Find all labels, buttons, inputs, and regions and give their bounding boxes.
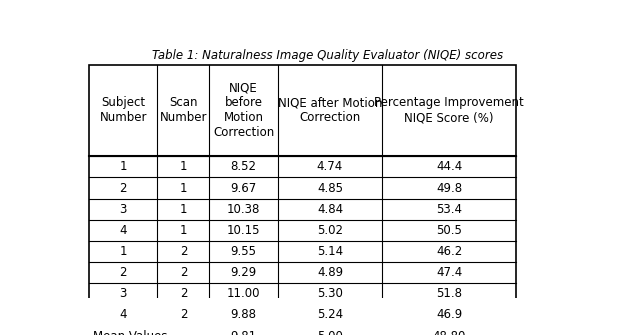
Text: Scan
Number: Scan Number [159, 96, 207, 125]
Text: 47.4: 47.4 [436, 266, 462, 279]
Text: 49.8: 49.8 [436, 182, 462, 195]
Text: 4.74: 4.74 [317, 160, 343, 173]
Text: 53.4: 53.4 [436, 203, 462, 216]
Text: Subject
Number: Subject Number [99, 96, 147, 125]
Text: 4.85: 4.85 [317, 182, 343, 195]
Text: 5.02: 5.02 [317, 224, 343, 237]
Text: 44.4: 44.4 [436, 160, 462, 173]
Text: 1: 1 [180, 203, 187, 216]
Text: 1: 1 [120, 160, 127, 173]
Text: 3: 3 [120, 203, 127, 216]
Text: 4.84: 4.84 [317, 203, 343, 216]
Text: 1: 1 [120, 245, 127, 258]
Text: 46.9: 46.9 [436, 309, 462, 321]
Text: 11.00: 11.00 [227, 287, 260, 300]
Text: 2: 2 [180, 266, 187, 279]
Text: 9.81: 9.81 [230, 330, 257, 335]
Text: NIQE
before
Motion
Correction: NIQE before Motion Correction [213, 81, 275, 139]
Text: 46.2: 46.2 [436, 245, 462, 258]
Text: 50.5: 50.5 [436, 224, 462, 237]
Text: 9.88: 9.88 [230, 309, 257, 321]
Text: 10.15: 10.15 [227, 224, 260, 237]
Text: 5.14: 5.14 [317, 245, 343, 258]
Text: 2: 2 [180, 309, 187, 321]
Text: 48.80: 48.80 [433, 330, 466, 335]
Text: 51.8: 51.8 [436, 287, 462, 300]
Text: 2: 2 [180, 287, 187, 300]
Text: Table 1: Naturalness Image Quality Evaluator (NIQE) scores: Table 1: Naturalness Image Quality Evalu… [152, 49, 504, 62]
Text: 8.52: 8.52 [230, 160, 257, 173]
Text: 10.38: 10.38 [227, 203, 260, 216]
Text: 1: 1 [180, 160, 187, 173]
Text: NIQE after Motion
Correction: NIQE after Motion Correction [278, 96, 382, 125]
Text: 1: 1 [180, 224, 187, 237]
Text: 2: 2 [120, 182, 127, 195]
Text: Mean Values: Mean Values [93, 330, 168, 335]
Bar [89, 65, 516, 335]
Text: 2: 2 [120, 266, 127, 279]
Text: 2: 2 [180, 245, 187, 258]
Text: 5.24: 5.24 [317, 309, 343, 321]
Text: 5.30: 5.30 [317, 287, 343, 300]
Text: 4: 4 [120, 224, 127, 237]
Text: 9.55: 9.55 [230, 245, 257, 258]
Text: 9.67: 9.67 [230, 182, 257, 195]
Text: 3: 3 [120, 287, 127, 300]
Text: 9.29: 9.29 [230, 266, 257, 279]
Text: 4.89: 4.89 [317, 266, 343, 279]
Text: Percentage Improvement
NIQE Score (%): Percentage Improvement NIQE Score (%) [374, 96, 524, 125]
Text: 4: 4 [120, 309, 127, 321]
Text: 1: 1 [180, 182, 187, 195]
Text: 5.00: 5.00 [317, 330, 343, 335]
